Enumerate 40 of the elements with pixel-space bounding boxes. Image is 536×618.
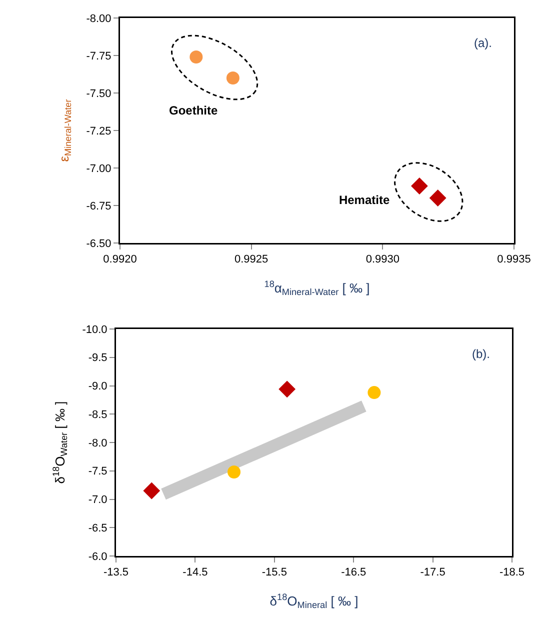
x-tick-label: -17.5 <box>420 566 446 579</box>
x-tick-label: -14.5 <box>182 566 208 579</box>
y-tick-label: -7.0 <box>88 494 108 506</box>
y-tick-label: -6.75 <box>86 200 112 212</box>
y-tick-label: -8.0 <box>88 437 108 450</box>
y-tick-label: -9.5 <box>88 352 108 364</box>
y-tick-label: -7.50 <box>86 88 112 100</box>
point <box>228 466 241 479</box>
x-axis-title: δ$^{18}$O$_{Mineral}$ [ ‰ ] <box>270 592 358 610</box>
y-tick-label: -8.00 <box>86 12 112 25</box>
y-tick-label: -7.25 <box>86 125 112 138</box>
annotation: Hematite <box>338 193 390 207</box>
y-tick-label: -6.50 <box>86 238 112 250</box>
point <box>226 72 240 84</box>
x-tick-label: -13.5 <box>103 566 129 579</box>
y-tick-label: -6.5 <box>88 522 108 534</box>
point <box>429 190 446 206</box>
y-tick-label: -6.0 <box>88 550 108 563</box>
x-tick-label: 0.9930 <box>366 254 400 266</box>
y-tick-label: -7.00 <box>86 162 112 175</box>
y-tick-label: -9.0 <box>88 380 108 393</box>
y-tick-label: -8.5 <box>88 408 108 421</box>
x-tick-label: -15.5 <box>262 566 287 579</box>
x-tick-label: -18.5 <box>499 566 525 579</box>
x-tick-label: 0.9935 <box>497 254 531 266</box>
annotation: Goethite <box>168 104 218 118</box>
x-tick-label: -16.5 <box>341 566 366 579</box>
point <box>368 386 381 400</box>
point <box>278 380 296 398</box>
point <box>190 50 203 64</box>
y-tick-label: -10.0 <box>82 324 108 336</box>
x-tick-label: 0.9920 <box>103 254 137 266</box>
point <box>143 482 160 500</box>
x-axis-title: $^{18}$α$_{Mineral-Water}$ [ ‰ ] <box>264 279 370 298</box>
annotation: (a). <box>474 36 492 50</box>
point <box>410 178 428 194</box>
annotation: (b). <box>472 347 490 361</box>
y-tick-label: -7.75 <box>86 50 112 62</box>
y-tick-label: -7.5 <box>88 466 108 478</box>
x-tick-label: 0.9925 <box>234 254 268 266</box>
